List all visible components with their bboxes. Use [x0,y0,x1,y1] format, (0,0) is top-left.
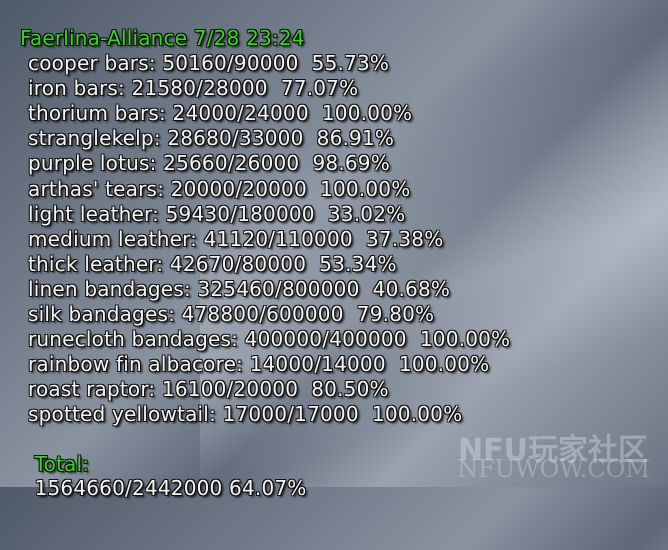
total-percent: 64.07% [229,475,307,500]
item-row: thick leather: 42670/80000 53.34% [28,251,397,276]
total-target: 2442000 [132,475,223,500]
item-row: medium leather: 41120/110000 37.38% [28,226,444,251]
watermark-site: NFUWOW.COM [457,455,650,483]
item-name: stranglekelp [28,126,154,151]
item-name: roast raptor [28,377,149,402]
item-name: thick leather [28,251,157,276]
item-row: thorium bars: 24000/24000 100.00% [28,101,413,126]
item-current: 59430 [165,201,231,226]
item-row: spotted yellowtail: 17000/17000 100.00% [28,402,463,427]
item-current: 41120 [203,226,269,251]
item-percent: 77.07% [280,76,359,101]
item-row: arthas' tears: 20000/20000 100.00% [28,176,411,201]
item-percent: 98.69% [312,151,390,176]
item-name: rainbow fin albacore [28,352,237,377]
item-target: 80000 [241,251,307,276]
item-row: roast raptor: 16100/20000 80.50% [28,377,389,402]
item-row: cooper bars: 50160/90000 55.73% [28,51,390,75]
item-target: 90000 [233,51,299,75]
item-name: light leather [28,201,153,226]
realm-title: Faerlina-Alliance 7/28 23:24 [20,26,305,50]
item-target: 33000 [238,126,304,151]
item-percent: 80.50% [311,377,389,402]
item-name: spotted yellowtail [28,402,210,427]
item-percent: 100.00% [371,402,463,427]
item-target: 24000 [244,101,309,126]
watermark-logo: NFU玩家社区 [458,433,648,468]
item-current: 400000 [244,327,323,352]
item-percent: 100.00% [321,101,413,126]
item-current: 17000 [222,402,288,427]
item-target: 800000 [281,276,360,301]
item-current: 325460 [197,276,275,301]
item-target: 600000 [266,302,344,326]
item-name: thorium bars [28,101,160,126]
item-percent: 100.00% [320,176,411,201]
item-row: silk bandages: 478800/600000 79.80% [28,302,435,326]
item-row: purple lotus: 25660/26000 98.69% [28,151,390,176]
item-current: 24000 [172,101,238,126]
item-current: 20000 [170,176,236,201]
item-percent: 86.91% [316,126,395,151]
item-percent: 100.00% [398,352,490,377]
item-percent: 53.34% [319,251,397,276]
item-target: 14000 [321,352,386,377]
item-target: 26000 [234,151,300,176]
item-row: rainbow fin albacore: 14000/14000 100.00… [28,352,490,377]
item-percent: 40.68% [372,276,451,301]
item-name: iron bars [28,76,119,101]
item-name: runecloth bandages [28,327,232,352]
item-row: runecloth bandages: 400000/400000 100.00… [28,327,511,352]
item-current: 16100 [161,377,227,402]
item-current: 42670 [169,251,235,276]
item-current: 14000 [249,352,315,377]
item-current: 28680 [167,126,232,151]
item-current: 50160 [162,51,227,75]
item-target: 110000 [275,226,353,251]
item-target: 20000 [233,377,299,402]
item-target: 17000 [294,402,359,427]
item-percent: 55.73% [311,51,390,75]
item-percent: 37.38% [365,226,444,251]
total-row: Total: 1564660/2442000 64.07% [34,451,307,500]
item-name: silk bandages [28,302,169,326]
item-row: iron bars: 21580/28000 77.07% [28,76,359,101]
item-percent: 79.80% [356,302,435,326]
item-target: 20000 [242,176,307,201]
item-row: stranglekelp: 28680/33000 86.91% [28,126,395,151]
item-row: light leather: 59430/180000 33.02% [28,201,406,226]
item-name: medium leather [28,226,191,251]
item-row: linen bandages: 325460/800000 40.68% [28,276,451,301]
item-target: 28000 [203,76,268,101]
item-percent: 33.02% [327,201,406,226]
item-name: linen bandages [28,276,184,301]
item-percent: 100.00% [419,327,511,352]
item-name: arthas' tears [28,176,158,201]
item-target: 180000 [237,201,315,226]
item-target: 400000 [329,327,407,352]
item-name: cooper bars [28,51,149,75]
total-current: 1564660 [34,475,126,500]
item-name: purple lotus [28,151,150,176]
item-current: 478800 [181,302,260,326]
total-label: Total: [34,451,90,476]
item-current: 21580 [131,76,197,101]
background-scene [200,0,668,550]
item-current: 25660 [163,151,228,176]
